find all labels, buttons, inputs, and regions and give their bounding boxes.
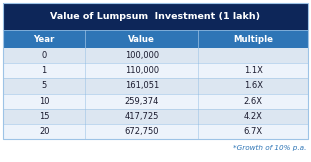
Text: Multiple: Multiple (233, 35, 273, 44)
Bar (85, 48, 198, 63)
Bar (85, 124, 198, 139)
Bar (198, 48, 308, 63)
Text: 15: 15 (39, 112, 49, 121)
Bar (3, 48, 85, 63)
Text: 1: 1 (42, 66, 47, 75)
Text: Value: Value (128, 35, 155, 44)
Text: 1.6X: 1.6X (244, 81, 262, 90)
Text: 259,374: 259,374 (125, 97, 159, 106)
Text: 417,725: 417,725 (125, 112, 159, 121)
Text: 20: 20 (39, 127, 49, 136)
Bar (3, 63, 85, 78)
Bar (198, 93, 308, 109)
Bar (85, 109, 198, 124)
Bar (198, 63, 308, 78)
Bar (198, 109, 308, 124)
Text: 0: 0 (42, 51, 47, 60)
Bar (3, 3, 308, 139)
Bar (85, 63, 198, 78)
Text: 2.6X: 2.6X (244, 97, 262, 106)
Bar (3, 3, 308, 30)
Text: *Growth of 10% p.a.: *Growth of 10% p.a. (233, 145, 306, 151)
Text: 4.2X: 4.2X (244, 112, 262, 121)
Bar (198, 78, 308, 93)
Bar (85, 93, 198, 109)
Bar (3, 30, 85, 48)
Bar (85, 30, 198, 48)
Text: 5: 5 (42, 81, 47, 90)
Text: 6.7X: 6.7X (244, 127, 263, 136)
Bar (3, 78, 85, 93)
Text: 100,000: 100,000 (125, 51, 159, 60)
Bar (198, 124, 308, 139)
Bar (85, 78, 198, 93)
Bar (198, 30, 308, 48)
Text: 161,051: 161,051 (125, 81, 159, 90)
Text: 1.1X: 1.1X (244, 66, 262, 75)
Bar (3, 93, 85, 109)
Text: Value of Lumpsum  Investment (1 lakh): Value of Lumpsum Investment (1 lakh) (50, 12, 261, 21)
Bar (3, 124, 85, 139)
Bar (3, 109, 85, 124)
Text: 10: 10 (39, 97, 49, 106)
Text: 672,750: 672,750 (124, 127, 159, 136)
Text: 110,000: 110,000 (125, 66, 159, 75)
Text: Year: Year (34, 35, 55, 44)
